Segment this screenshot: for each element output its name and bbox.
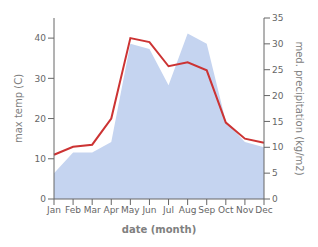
- svg-text:40: 40: [35, 33, 47, 43]
- svg-text:0: 0: [272, 194, 278, 204]
- svg-text:15: 15: [272, 117, 283, 127]
- svg-text:20: 20: [35, 114, 47, 124]
- svg-text:Jul: Jul: [162, 205, 174, 215]
- svg-text:30: 30: [272, 39, 284, 49]
- svg-text:max temp (C): max temp (C): [13, 74, 24, 143]
- svg-text:Apr: Apr: [103, 205, 119, 215]
- svg-text:Feb: Feb: [65, 205, 81, 215]
- svg-text:5: 5: [272, 168, 278, 178]
- svg-text:20: 20: [272, 91, 284, 101]
- svg-text:Jun: Jun: [141, 205, 156, 215]
- svg-text:30: 30: [35, 74, 47, 84]
- svg-text:date (month): date (month): [122, 224, 196, 235]
- svg-text:med. precipitation (kg/m2): med. precipitation (kg/m2): [294, 41, 305, 175]
- svg-text:Sep: Sep: [198, 205, 215, 215]
- svg-text:Aug: Aug: [179, 205, 197, 215]
- svg-text:Oct: Oct: [218, 205, 234, 215]
- svg-text:10: 10: [35, 154, 47, 164]
- svg-text:Dec: Dec: [255, 205, 272, 215]
- svg-text:Nov: Nov: [236, 205, 254, 215]
- svg-text:Mar: Mar: [84, 205, 101, 215]
- svg-text:Jan: Jan: [46, 205, 61, 215]
- svg-text:35: 35: [272, 13, 283, 23]
- svg-text:25: 25: [272, 65, 283, 75]
- svg-text:0: 0: [40, 194, 46, 204]
- svg-text:May: May: [121, 205, 140, 215]
- svg-text:10: 10: [272, 142, 284, 152]
